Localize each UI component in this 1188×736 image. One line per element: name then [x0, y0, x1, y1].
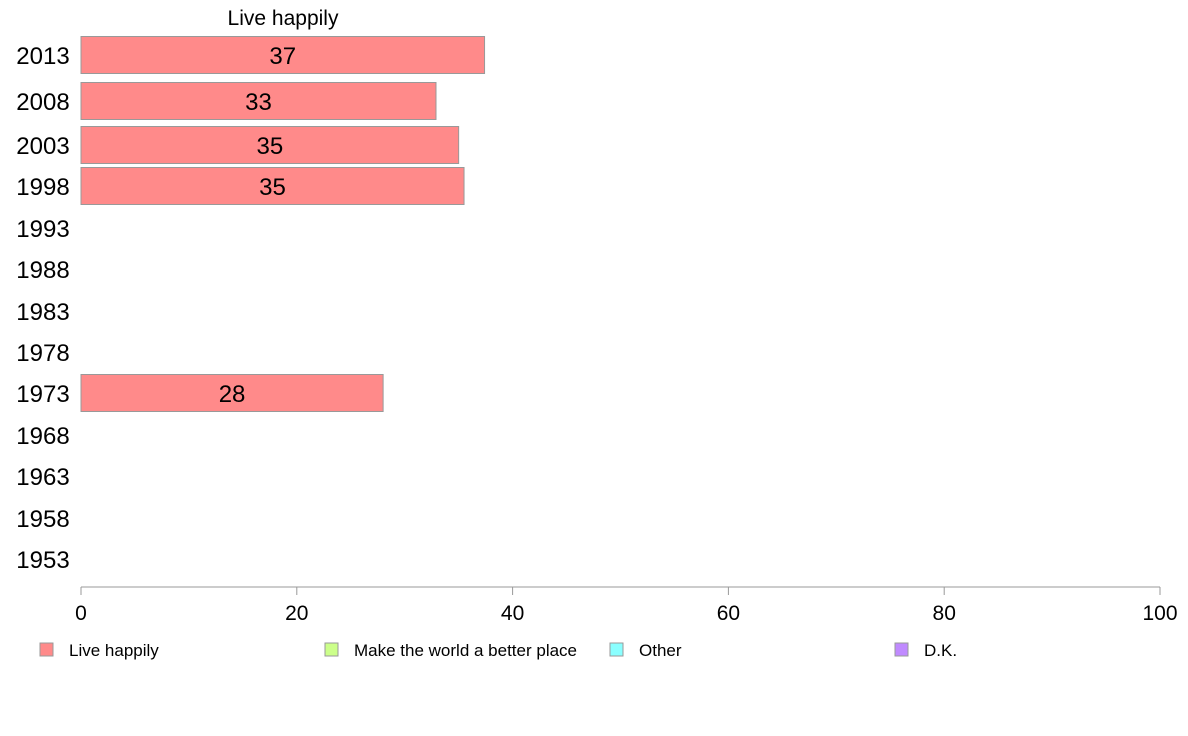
y-tick-label: 1978: [16, 340, 69, 367]
bar: [80, 167, 465, 205]
y-tick-label: 1958: [16, 506, 69, 533]
bar: [80, 374, 384, 412]
y-tick-label: 1973: [16, 381, 69, 408]
y-tick-label: 1953: [16, 547, 69, 574]
y-tick-label: 2008: [16, 89, 69, 116]
x-tick-label: 20: [285, 602, 308, 625]
bar: [80, 126, 460, 164]
x-tick-label: 80: [933, 602, 956, 625]
y-tick-label: 1983: [16, 299, 69, 326]
legend-swatch: [324, 642, 339, 657]
x-tick-label: 60: [717, 602, 740, 625]
bars-layer: [80, 36, 486, 412]
y-tick-label: 1998: [16, 174, 69, 201]
y-tick-label: 1993: [16, 216, 69, 243]
bar-value-label: 37: [269, 43, 296, 70]
legend-swatch: [39, 642, 54, 657]
bar-labels-layer: 37 33 35 35 28: [219, 43, 296, 408]
bar: [80, 36, 486, 74]
legend-swatch: [894, 642, 909, 657]
y-tick-label: 1968: [16, 423, 69, 450]
chart-title: Live happily: [228, 7, 339, 30]
legend-label: Live happily: [69, 641, 159, 660]
x-tick-label: 40: [501, 602, 524, 625]
legend-label: Make the world a better place: [354, 641, 577, 660]
x-tick-label: 0: [75, 602, 87, 625]
bar-value-label: 33: [245, 89, 272, 116]
x-axis-ticks: 0 20 40 60 80 100: [75, 587, 1178, 625]
x-tick-label: 100: [1142, 602, 1177, 625]
legend-swatch: [609, 642, 624, 657]
bar: [80, 82, 437, 120]
y-tick-label: 2003: [16, 133, 69, 160]
y-tick-label: 2013: [16, 43, 69, 70]
y-axis-labels: 2013 2008 2003 1998 1993 1988 1983 1978 1973 1968…: [16, 43, 69, 574]
y-tick-label: 1963: [16, 464, 69, 491]
legend-label: Other: [639, 641, 682, 660]
y-tick-label: 1988: [16, 257, 69, 284]
bar-value-label: 35: [259, 174, 286, 201]
legend: Live happily Make the world a better plac…: [39, 641, 957, 660]
legend-label: D.K.: [924, 641, 957, 660]
bar-value-label: 35: [256, 133, 283, 160]
bar-value-label: 28: [219, 381, 246, 408]
